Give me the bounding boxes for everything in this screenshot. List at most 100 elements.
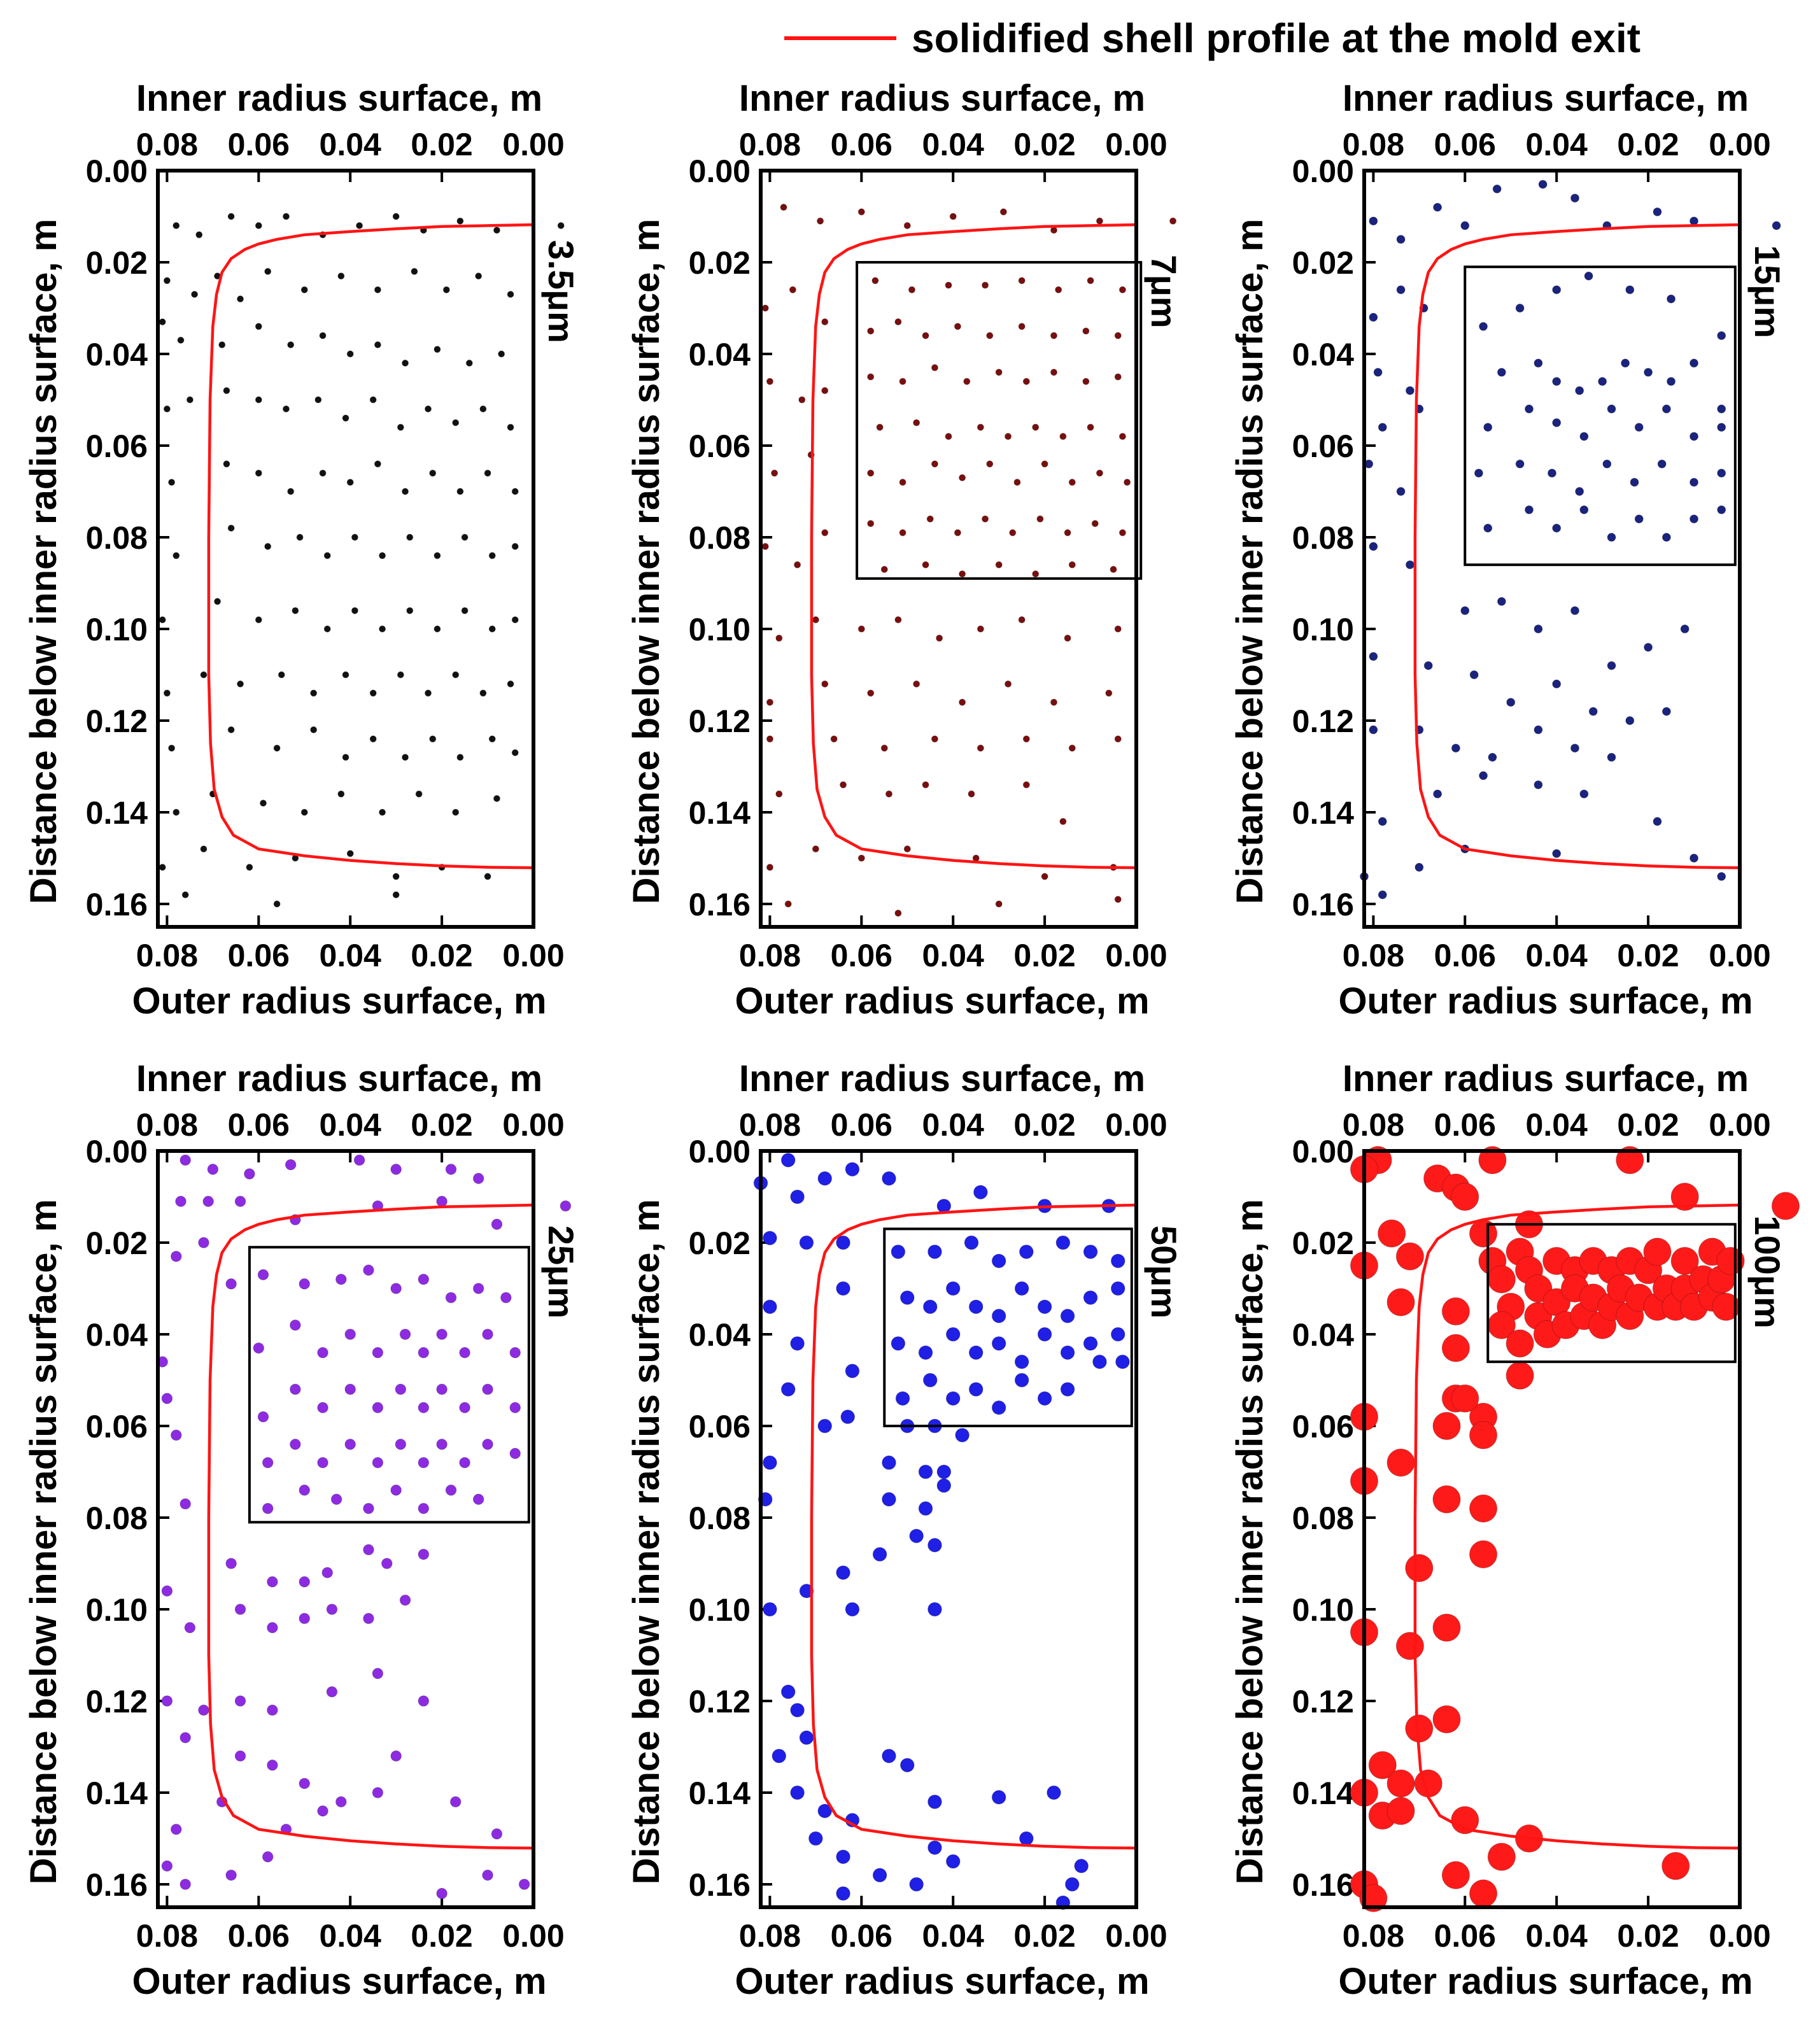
particle-point: [821, 318, 829, 326]
particle-point: [790, 1336, 805, 1351]
particle-point: [390, 1750, 402, 1762]
particle-point: [986, 460, 994, 468]
y-tick-label: 0.02: [86, 245, 148, 281]
particle-point: [1552, 679, 1562, 689]
particle-point: [180, 1732, 191, 1744]
particle-point: [908, 286, 915, 293]
particle-point: [161, 1393, 173, 1404]
y-tick-label: 0.16: [86, 887, 148, 922]
particle-point: [1497, 367, 1506, 377]
particle-point: [1083, 1336, 1098, 1351]
y-tick-label: 0.12: [689, 1684, 751, 1719]
particle-point: [836, 1235, 850, 1250]
particle-point: [374, 460, 381, 468]
particle-point: [518, 1879, 530, 1890]
particle-point: [1047, 1785, 1061, 1800]
particle-point: [1019, 1831, 1034, 1846]
particle-point: [344, 1439, 356, 1450]
particle-point: [954, 323, 961, 330]
particle-point: [1441, 1297, 1471, 1326]
particle-point: [1538, 180, 1548, 189]
particle-point: [968, 1345, 984, 1360]
particle-point: [867, 689, 875, 697]
particle-point: [1386, 1769, 1415, 1798]
particle-point: [493, 227, 500, 234]
particle-point: [968, 1382, 984, 1397]
particle-point: [317, 1347, 328, 1358]
particle-point: [337, 272, 345, 280]
particle-point: [1483, 423, 1493, 432]
x-tick-label-bottom: 0.04: [320, 938, 382, 973]
particle-point: [1378, 817, 1387, 826]
y-tick-label: 0.02: [86, 1225, 148, 1261]
particle-point: [1534, 624, 1543, 633]
particle-point: [1087, 423, 1094, 431]
particle-point: [395, 1439, 407, 1450]
particle-point: [836, 1281, 850, 1296]
particle-point: [299, 1278, 311, 1290]
bottom-axis-title: Outer radius surface, m: [735, 980, 1149, 1022]
top-axis-title: Inner radius surface, m: [739, 1058, 1145, 1099]
particle-point: [766, 698, 773, 706]
particle-point: [1432, 1411, 1461, 1441]
particle-point: [1579, 505, 1589, 514]
particle-point: [1474, 469, 1483, 478]
particle-point: [507, 680, 514, 688]
y-tick-label: 0.04: [689, 337, 751, 372]
y-tick-label: 0.02: [689, 245, 751, 281]
x-tick-label-top: 0.00: [1709, 127, 1770, 162]
particle-size-label: 100μm: [1747, 1215, 1788, 1329]
particle-point: [954, 529, 961, 537]
particle-point: [1602, 459, 1612, 469]
particle-point: [899, 529, 906, 537]
particle-point: [945, 1281, 961, 1296]
particle-point: [1689, 854, 1699, 863]
particle-point: [1552, 849, 1562, 858]
x-tick-label-top: 0.00: [1105, 127, 1167, 162]
particle-point: [175, 1196, 187, 1207]
particle-point: [973, 1185, 988, 1200]
particle-point: [436, 1383, 448, 1395]
particle-point: [390, 1164, 402, 1175]
particle-point: [968, 1299, 984, 1315]
particle-point: [1032, 570, 1040, 578]
particle-point: [945, 1854, 961, 1869]
particle-point: [1074, 1858, 1089, 1873]
particle-point: [287, 488, 295, 495]
particle-point: [390, 1283, 402, 1294]
y-tick-label: 0.00: [86, 1134, 148, 1169]
particle-point: [1378, 423, 1387, 432]
particle-point: [1014, 1372, 1029, 1388]
particle-point: [363, 1502, 374, 1514]
y-tick-label: 0.08: [689, 1500, 751, 1536]
particle-point: [991, 1400, 1006, 1415]
particle-point: [330, 1493, 342, 1505]
particle-point: [1386, 1448, 1415, 1477]
particle-point: [436, 1439, 448, 1450]
particle-point: [963, 377, 971, 385]
particle-point: [1414, 863, 1424, 872]
particle-point: [775, 790, 783, 798]
particle-point: [999, 208, 1007, 216]
particle-point: [899, 377, 906, 385]
particle-point: [1689, 358, 1699, 368]
particle-point: [1548, 469, 1556, 478]
particle-point: [488, 735, 496, 743]
particle-point: [335, 1796, 347, 1808]
particle-point: [1378, 890, 1387, 900]
particle-point: [300, 808, 308, 816]
x-tick-label-bottom: 0.00: [1709, 1918, 1770, 1954]
particle-point: [1515, 459, 1525, 469]
y-tick-label: 0.06: [689, 428, 751, 464]
particle-point: [790, 1189, 805, 1204]
particle-point: [766, 735, 773, 743]
particle-point: [434, 346, 441, 353]
x-tick-label-top: 0.06: [831, 1107, 892, 1143]
particle-point: [799, 1583, 814, 1598]
y-tick-label: 0.08: [86, 520, 148, 556]
particle-point: [931, 735, 938, 743]
x-tick-label-top: 0.06: [1434, 1107, 1496, 1143]
particle-point: [299, 1576, 311, 1588]
particle-point: [159, 318, 166, 326]
bottom-axis-title: Outer radius surface, m: [1338, 980, 1753, 1022]
